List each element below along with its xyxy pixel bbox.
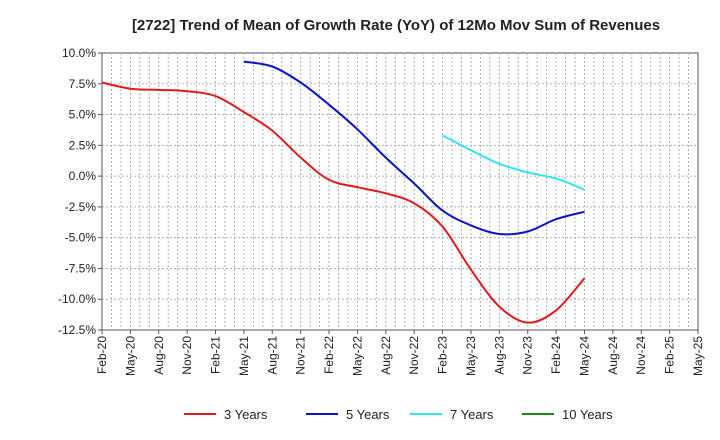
series-lines bbox=[101, 60, 586, 324]
y-tick-label: -2.5% bbox=[65, 200, 97, 214]
x-tick-label: Aug-20 bbox=[152, 336, 166, 375]
y-tick-label: 10.0% bbox=[62, 46, 96, 60]
plot-area bbox=[101, 52, 699, 331]
x-tick-label: Feb-23 bbox=[436, 336, 450, 374]
legend: 3 Years 5 Years 7 Years 10 Years bbox=[184, 407, 613, 422]
y-tick-label: -12.5% bbox=[58, 323, 96, 337]
y-tick-label: -10.0% bbox=[58, 292, 96, 306]
x-tick-label: Nov-24 bbox=[634, 336, 648, 375]
y-tick-label: -7.5% bbox=[65, 261, 97, 275]
y-tick-label: -5.0% bbox=[65, 231, 97, 245]
series-line-7-years bbox=[442, 134, 585, 191]
x-tick-label: Feb-24 bbox=[549, 336, 563, 374]
legend-label: 5 Years bbox=[346, 407, 390, 422]
x-tick-label: Aug-22 bbox=[379, 336, 393, 375]
x-tick-label: Feb-22 bbox=[322, 336, 336, 374]
x-tick-label: Feb-21 bbox=[209, 336, 223, 374]
x-tick-label: Aug-24 bbox=[606, 336, 620, 375]
y-tick-label: 0.0% bbox=[69, 169, 97, 183]
x-tick-label: Nov-23 bbox=[521, 336, 535, 375]
legend-label: 7 Years bbox=[450, 407, 494, 422]
x-tick-label: May-24 bbox=[577, 336, 591, 376]
x-tick-label: May-21 bbox=[237, 336, 251, 376]
x-tick-label: May-25 bbox=[691, 336, 705, 376]
series-line-3-years bbox=[101, 81, 586, 324]
x-tick-label: Feb-20 bbox=[95, 336, 109, 374]
x-tick-label: Nov-21 bbox=[294, 336, 308, 375]
legend-label: 10 Years bbox=[562, 407, 613, 422]
y-tick-label: 2.5% bbox=[69, 138, 97, 152]
y-tick-label: 7.5% bbox=[69, 77, 97, 91]
x-tick-label: Feb-25 bbox=[663, 336, 677, 374]
y-tick-label: 5.0% bbox=[69, 108, 97, 122]
x-tick-label: Aug-23 bbox=[492, 336, 506, 375]
x-tick-label: Nov-20 bbox=[180, 336, 194, 375]
x-tick-label: Aug-21 bbox=[265, 336, 279, 375]
legend-label: 3 Years bbox=[224, 407, 268, 422]
x-tick-label: May-23 bbox=[464, 336, 478, 376]
x-tick-label: Nov-22 bbox=[407, 336, 421, 375]
x-tick-label: May-22 bbox=[350, 336, 364, 376]
x-tick-label: May-20 bbox=[123, 336, 137, 376]
series-line-5-years bbox=[243, 60, 585, 236]
chart-title: [2722] Trend of Mean of Growth Rate (YoY… bbox=[132, 17, 660, 34]
grid bbox=[102, 53, 698, 330]
y-axis: 10.0% 7.5% 5.0% 2.5% 0.0% -2.5% -5.0% -7.5% -10.… bbox=[58, 46, 102, 337]
x-axis: Feb-20 May-20 Aug-20 Nov-20 Feb-21 May-21 Aug-… bbox=[95, 330, 705, 376]
